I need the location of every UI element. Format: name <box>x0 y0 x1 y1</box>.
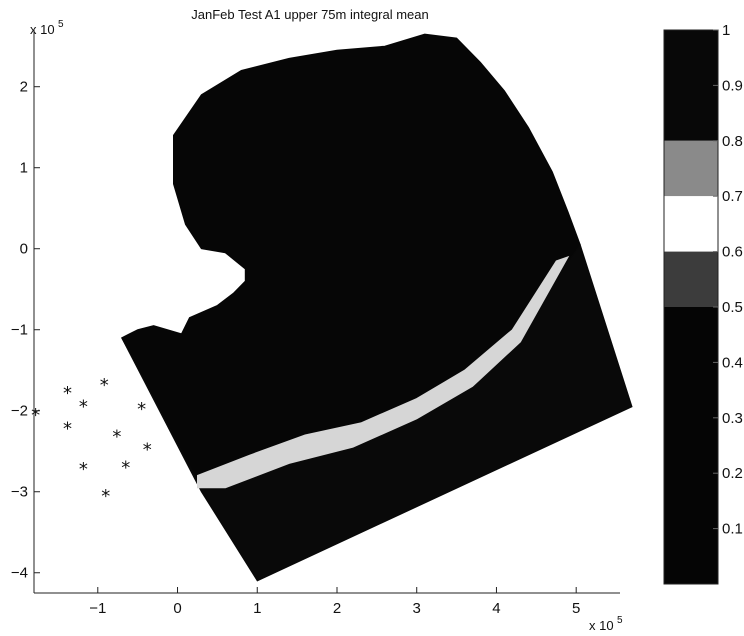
station-marker: * <box>137 399 146 420</box>
station-marker: * <box>112 427 121 448</box>
y-ticks: 2 1 0 −1 −2 −3 −4 <box>11 79 40 582</box>
x-tick-label: 3 <box>413 600 421 617</box>
colorbar-band <box>664 307 718 584</box>
station-marker: * <box>101 486 110 507</box>
station-marker: * <box>100 375 109 396</box>
y-exponent-label: x 10 <box>30 22 55 37</box>
colorbar-tick-label: 0.8 <box>722 133 743 150</box>
y-tick-label: −2 <box>11 403 28 420</box>
colorbar-tick-label: 0.3 <box>722 410 743 427</box>
x-tick-label: 5 <box>572 600 580 617</box>
station-marker: * <box>31 405 40 426</box>
colorbar-band <box>664 196 718 252</box>
x-tick-label: 1 <box>253 600 261 617</box>
chart-title: JanFeb Test A1 upper 75m integral mean <box>191 7 429 22</box>
x-tick-label: −1 <box>89 600 106 617</box>
colorbar-band <box>664 30 718 141</box>
region-shelf-highlight <box>197 255 570 489</box>
colorbar-tick-label: 0.2 <box>722 465 743 482</box>
colorbar-bands <box>664 30 718 584</box>
colorbar-tick-label: 1 <box>722 22 730 39</box>
colorbar-tick-label: 0.4 <box>722 354 743 371</box>
x-exponent-power: 5 <box>617 615 623 626</box>
station-marker: * <box>79 459 88 480</box>
y-tick-label: −3 <box>11 484 28 501</box>
colorbar-tick-label: 0.5 <box>722 299 743 316</box>
colorbar-tick-label: 0.6 <box>722 244 743 261</box>
colorbar: 1 0.9 0.8 0.7 0.6 0.5 0.4 0.3 0.2 0.1 <box>663 22 743 585</box>
y-tick-label: 2 <box>20 79 28 96</box>
colorbar-band <box>664 251 718 307</box>
x-tick-label: 0 <box>173 600 181 617</box>
colorbar-ticks: 1 0.9 0.8 0.7 0.6 0.5 0.4 0.3 0.2 0.1 <box>713 22 743 538</box>
colorbar-band <box>664 140 718 197</box>
y-tick-label: −4 <box>11 565 28 582</box>
markers-layer: ** ******* ** <box>31 375 152 507</box>
station-marker: * <box>63 383 72 404</box>
y-tick-label: 1 <box>20 160 28 177</box>
station-marker: * <box>143 440 152 461</box>
station-marker: * <box>79 397 88 418</box>
x-tick-label: 2 <box>333 600 341 617</box>
x-exponent-label: x 10 <box>589 618 614 633</box>
colorbar-tick-label: 0.9 <box>722 77 743 94</box>
station-marker: * <box>63 419 72 440</box>
plot-area: ** ******* ** <box>31 33 633 582</box>
x-tick-label: 4 <box>492 600 500 617</box>
station-marker: * <box>121 457 130 478</box>
colorbar-tick-label: 0.7 <box>722 188 743 205</box>
regions-layer <box>121 33 633 582</box>
y-tick-label: −1 <box>11 322 28 339</box>
y-exponent-power: 5 <box>58 19 64 30</box>
x-ticks: −1 0 1 2 3 4 5 <box>89 587 580 617</box>
y-tick-label: 0 <box>20 241 28 258</box>
colorbar-tick-label: 0.1 <box>722 521 743 538</box>
